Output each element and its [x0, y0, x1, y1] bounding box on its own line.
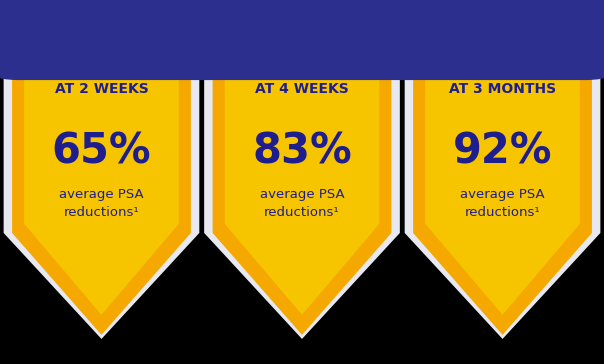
Polygon shape: [405, 62, 600, 339]
Polygon shape: [204, 62, 400, 339]
Polygon shape: [225, 66, 379, 315]
Polygon shape: [24, 66, 179, 315]
Polygon shape: [413, 66, 592, 335]
Text: 92%: 92%: [453, 130, 552, 172]
Text: AT 3 MONTHS: AT 3 MONTHS: [449, 82, 556, 96]
Text: 65%: 65%: [52, 130, 151, 172]
Text: AT 2 WEEKS: AT 2 WEEKS: [54, 82, 149, 96]
FancyBboxPatch shape: [6, 33, 598, 66]
Polygon shape: [425, 66, 580, 315]
Text: average PSA
reductions¹: average PSA reductions¹: [59, 188, 144, 219]
Polygon shape: [213, 66, 391, 335]
Text: average PSA
reductions¹: average PSA reductions¹: [260, 188, 344, 219]
Text: average PSA
reductions¹: average PSA reductions¹: [460, 188, 545, 219]
Polygon shape: [4, 62, 199, 339]
Text: 83%: 83%: [252, 130, 352, 172]
Text: AT 4 WEEKS: AT 4 WEEKS: [255, 82, 349, 96]
FancyBboxPatch shape: [0, 0, 604, 80]
Polygon shape: [12, 66, 191, 335]
